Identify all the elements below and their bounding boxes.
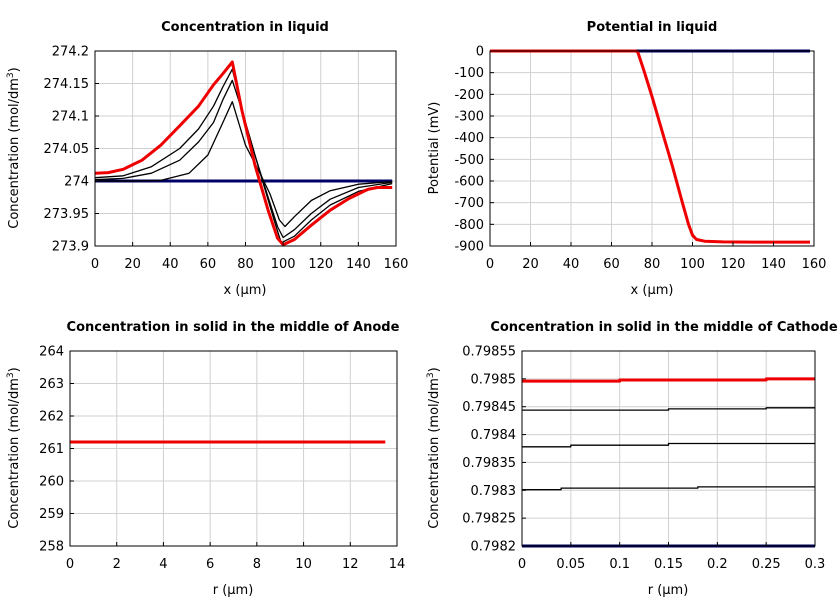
x-tick-label: 20 — [522, 257, 539, 272]
x-axis-label: x (µm) — [631, 283, 674, 298]
x-tick-label: 4 — [159, 557, 167, 572]
x-tick-label: 160 — [802, 257, 827, 272]
x-tick-label: 0.3 — [805, 557, 826, 572]
series-line-3 — [522, 442, 815, 448]
x-tick-label: 120 — [308, 257, 333, 272]
x-tick-label: 0 — [91, 257, 99, 272]
x-tick-label: 100 — [271, 257, 296, 272]
chart-4: 0 0.05 0.1 0.15 0.2 0.25 0.3 0.7982 0.79825 0.798… — [426, 320, 838, 598]
series-line-2 — [490, 49, 810, 244]
x-tick-label: 80 — [237, 257, 254, 272]
y-tick-label: 274.1 — [52, 110, 89, 125]
y-tick-label: 274.15 — [44, 77, 90, 92]
chart-title: Concentration in solid in the middle of … — [490, 320, 838, 335]
x-tick-label: 10 — [295, 557, 312, 572]
y-tick-label: 0.7982 — [471, 540, 517, 555]
x-axis-label: x (µm) — [224, 283, 267, 298]
y-tick-label: -700 — [454, 196, 484, 211]
y-axis-label: Concentration (mol/dm3) — [426, 367, 442, 529]
y-tick-label: 0.79845 — [462, 400, 516, 415]
x-tick-label: 60 — [200, 257, 217, 272]
x-tick-label: 140 — [761, 257, 786, 272]
y-tick-label: 262 — [39, 410, 64, 425]
x-tick-label: 0.05 — [556, 557, 585, 572]
x-tick-label: 40 — [162, 257, 179, 272]
y-tick-label: -500 — [454, 153, 484, 168]
y-tick-label: -900 — [454, 240, 484, 255]
chart-title: Concentration in liquid — [161, 20, 329, 35]
y-tick-label: -100 — [454, 66, 484, 81]
y-axis-label: Concentration (mol/dm3) — [6, 367, 22, 529]
y-tick-label: 261 — [39, 442, 64, 457]
y-tick-label: 0.79855 — [462, 345, 516, 360]
x-tick-label: 60 — [603, 257, 620, 272]
x-tick-label: 140 — [346, 257, 371, 272]
x-tick-label: 100 — [680, 257, 705, 272]
x-tick-label: 0 — [66, 557, 74, 572]
x-tick-label: 120 — [721, 257, 746, 272]
series-line-2 — [522, 486, 815, 491]
y-tick-label: -300 — [454, 110, 484, 125]
y-axis-label: Concentration (mol/dm3) — [6, 67, 22, 229]
x-axis-label: r (µm) — [648, 583, 689, 598]
x-tick-label: 160 — [384, 257, 409, 272]
y-tick-label: 0.7983 — [471, 484, 517, 499]
y-tick-label: 273.95 — [44, 207, 90, 222]
x-tick-label: 0.15 — [654, 557, 683, 572]
x-tick-label: 40 — [563, 257, 580, 272]
chart-1: 0 20 40 60 80 100 120 140 160 273.9 273.95 274 274.0… — [6, 20, 408, 298]
y-tick-label: -400 — [454, 131, 484, 146]
series-line-4 — [94, 68, 393, 244]
series-line-5 — [522, 377, 815, 383]
y-tick-label: 0 — [476, 45, 484, 60]
x-tick-label: 12 — [342, 557, 359, 572]
x-tick-label: 0.2 — [707, 557, 728, 572]
x-tick-label: 0 — [518, 557, 526, 572]
y-tick-label: 0.79825 — [462, 512, 516, 527]
y-tick-label: 0.7984 — [471, 428, 517, 443]
chart-title: Concentration in solid in the middle of … — [67, 320, 400, 335]
y-tick-label: -800 — [454, 218, 484, 233]
y-tick-label: 0.7985 — [471, 372, 517, 387]
y-tick-label: 264 — [39, 345, 64, 360]
y-tick-label: 258 — [39, 540, 64, 555]
y-tick-label: 259 — [39, 507, 64, 522]
chart-2: 0 20 40 60 80 100 120 140 160 -900 -800 -700 -600 -50… — [427, 20, 826, 298]
x-tick-label: 0 — [486, 257, 494, 272]
chart-3: 0 2 4 6 8 10 12 14258259260261262263264Concentr… — [6, 320, 405, 598]
y-tick-label: 0.79835 — [462, 456, 516, 471]
x-tick-label: 0.25 — [752, 557, 781, 572]
series-line-4 — [522, 407, 815, 411]
y-tick-label: 274 — [64, 175, 89, 190]
y-tick-label: -200 — [454, 88, 484, 103]
series-line-5 — [94, 60, 393, 247]
y-tick-label: 274.2 — [52, 45, 89, 60]
x-tick-label: 6 — [206, 557, 214, 572]
y-axis-label: Potential (mV) — [427, 102, 442, 195]
y-tick-label: 273.9 — [52, 240, 89, 255]
chart-title: Potential in liquid — [587, 20, 718, 35]
x-tick-label: 80 — [644, 257, 661, 272]
x-tick-label: 0.1 — [609, 557, 630, 572]
y-tick-label: 263 — [39, 377, 64, 392]
x-axis-label: r (µm) — [213, 583, 254, 598]
x-tick-label: 8 — [253, 557, 261, 572]
y-tick-label: -600 — [454, 175, 484, 190]
x-tick-label: 20 — [124, 257, 141, 272]
y-tick-label: 274.05 — [44, 142, 90, 157]
y-tick-label: 260 — [39, 475, 64, 490]
x-tick-label: 14 — [389, 557, 406, 572]
x-tick-label: 2 — [113, 557, 121, 572]
